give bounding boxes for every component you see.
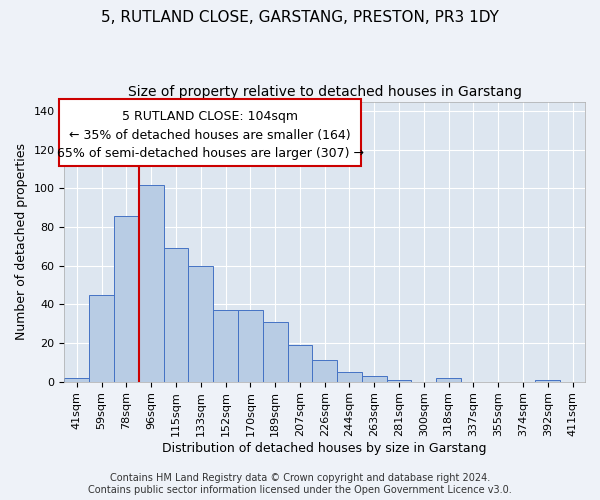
Text: 5, RUTLAND CLOSE, GARSTANG, PRESTON, PR3 1DY: 5, RUTLAND CLOSE, GARSTANG, PRESTON, PR3… xyxy=(101,10,499,25)
Bar xyxy=(386,380,412,382)
FancyBboxPatch shape xyxy=(59,99,361,166)
X-axis label: Distribution of detached houses by size in Garstang: Distribution of detached houses by size … xyxy=(163,442,487,455)
Bar xyxy=(89,294,114,382)
Bar xyxy=(238,310,263,382)
Bar xyxy=(164,248,188,382)
Text: Contains HM Land Registry data © Crown copyright and database right 2024.
Contai: Contains HM Land Registry data © Crown c… xyxy=(88,474,512,495)
Bar xyxy=(139,184,164,382)
Bar xyxy=(213,310,238,382)
Bar xyxy=(362,376,386,382)
Bar xyxy=(535,380,560,382)
Bar xyxy=(313,360,337,382)
Bar xyxy=(337,372,362,382)
Bar xyxy=(436,378,461,382)
Y-axis label: Number of detached properties: Number of detached properties xyxy=(15,143,28,340)
Text: ← 35% of detached houses are smaller (164): ← 35% of detached houses are smaller (16… xyxy=(70,129,351,142)
Text: 65% of semi-detached houses are larger (307) →: 65% of semi-detached houses are larger (… xyxy=(56,148,364,160)
Bar xyxy=(114,216,139,382)
Bar xyxy=(263,322,287,382)
Text: 5 RUTLAND CLOSE: 104sqm: 5 RUTLAND CLOSE: 104sqm xyxy=(122,110,298,124)
Bar xyxy=(188,266,213,382)
Bar xyxy=(287,345,313,382)
Title: Size of property relative to detached houses in Garstang: Size of property relative to detached ho… xyxy=(128,85,522,99)
Bar xyxy=(64,378,89,382)
